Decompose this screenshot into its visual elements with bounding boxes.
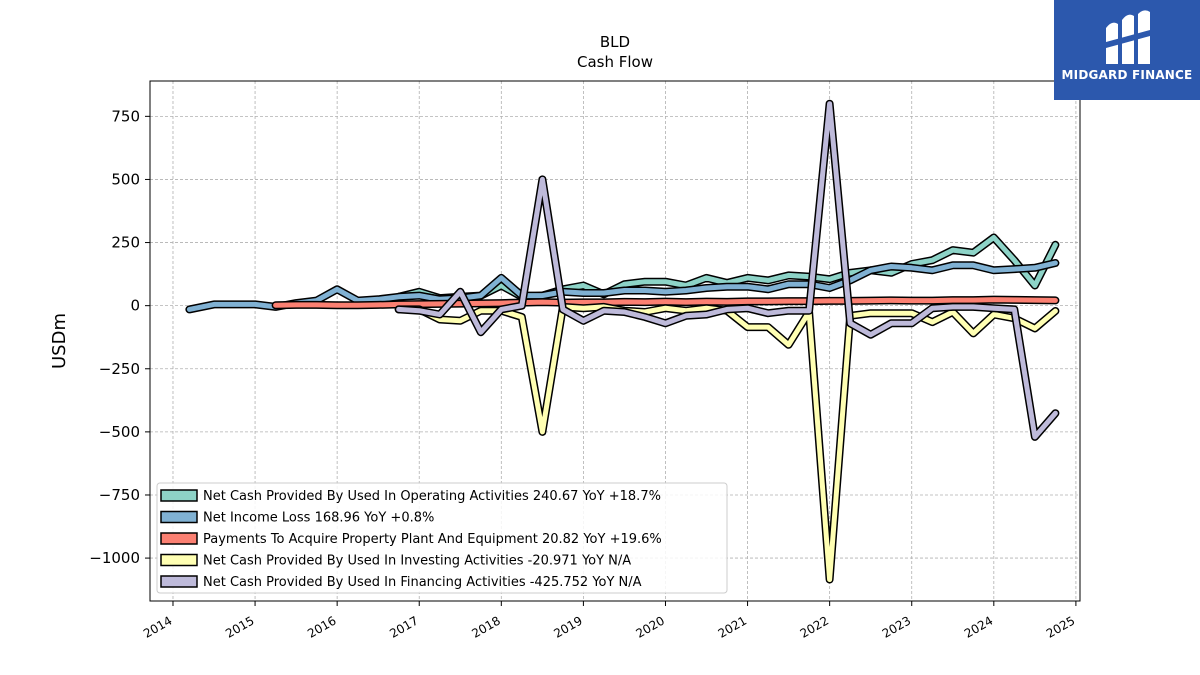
y-tick-label: −1000 (89, 549, 140, 567)
y-tick-label: 750 (111, 107, 140, 125)
legend-swatch-4 (160, 575, 198, 588)
x-tick-label: 2015 (223, 613, 256, 640)
x-tick-label: 2025 (1044, 613, 1077, 640)
series-outline-4 (394, 99, 1060, 441)
legend-box (156, 482, 728, 594)
y-tick-label: 500 (111, 170, 140, 188)
series-line-2 (273, 297, 1058, 308)
legend-swatch-1 (160, 510, 198, 524)
y-tick-label: −750 (99, 486, 140, 504)
series-lines (185, 99, 1060, 584)
midgard-finance-logo: MIDGARD FINANCE (1054, 0, 1200, 100)
logo-mark-icon (1106, 10, 1150, 65)
y-tick-label: −250 (99, 360, 140, 378)
logo-text: MIDGARD FINANCE (1061, 68, 1193, 82)
x-tick-label: 2014 (141, 613, 174, 640)
series-line-1 (186, 260, 1058, 312)
legend-entry-0: Net Cash Provided By Used In Operating A… (203, 489, 661, 504)
x-tick-label: 2016 (305, 613, 338, 640)
legend-entry-3: Net Cash Provided By Used In Investing A… (203, 554, 631, 569)
x-axis-ticks: 2014 2015 2016 2017 2018 2019 2020 2021 2022 2023… (141, 601, 1077, 641)
plot-frame (149, 80, 1081, 602)
x-tick-label: 2024 (962, 613, 995, 640)
x-tick-label: 2018 (469, 613, 502, 640)
legend-entry-4: Net Cash Provided By Used In Financing A… (203, 575, 642, 590)
y-tick-label: 250 (111, 234, 140, 252)
legend-entry-2: Payments To Acquire Property Plant And E… (203, 532, 662, 547)
legend-swatch-0 (160, 489, 198, 502)
y-axis-label: USDm (49, 313, 70, 369)
legend-swatch-3 (160, 553, 198, 567)
y-tick-label: −500 (99, 423, 140, 441)
legend: Net Cash Provided By Used In Operating A… (156, 482, 728, 594)
series-line-4 (396, 101, 1058, 440)
legend-swatch-2 (160, 532, 198, 545)
chart-subtitle: Cash Flow (577, 53, 653, 71)
x-tick-label: 2022 (798, 613, 831, 640)
x-tick-label: 2021 (716, 613, 749, 640)
chart-title: BLD (600, 33, 630, 51)
x-tick-label: 2017 (387, 613, 420, 640)
x-tick-label: 2020 (634, 613, 667, 640)
legend-entry-1: Net Income Loss 168.96 YoY +0.8% (203, 511, 434, 526)
x-tick-label: 2023 (880, 613, 913, 640)
y-tick-label: 0 (130, 297, 140, 315)
y-axis-ticks: 750 500 250 0 −250 −500 −750 −1000 (89, 107, 150, 567)
x-tick-label: 2019 (551, 613, 584, 640)
